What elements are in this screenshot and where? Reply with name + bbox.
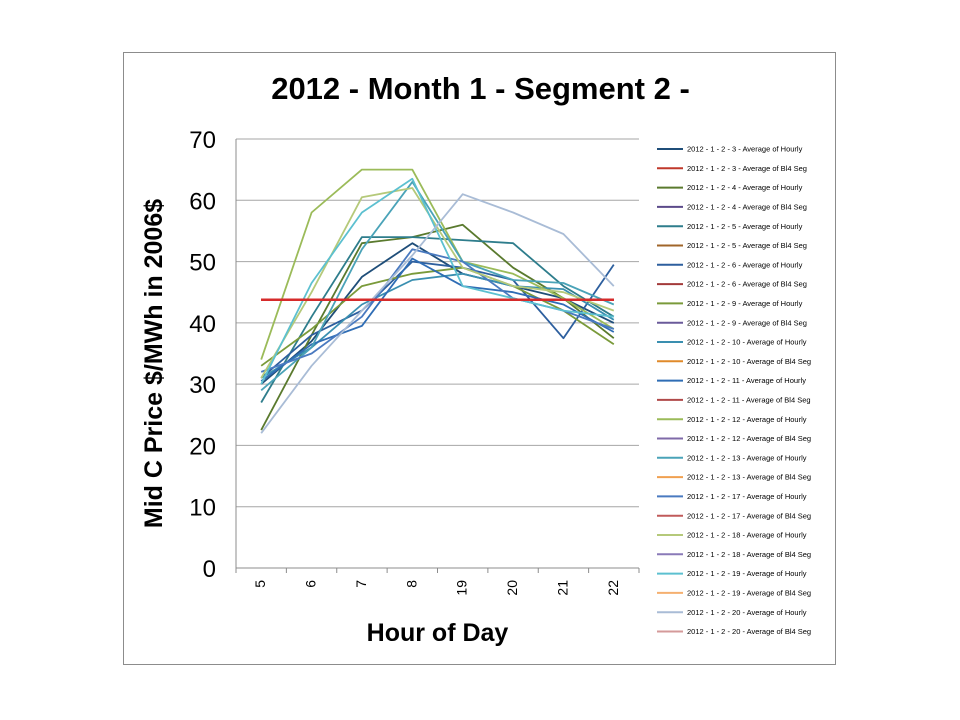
legend-entry: 2012 - 1 - 2 - 10 - Average of Hourly: [687, 338, 807, 347]
legend-entry: 2012 - 1 - 2 - 19 - Average of Hourly: [687, 569, 807, 578]
legend-entry: 2012 - 1 - 2 - 17 - Average of Hourly: [687, 492, 807, 501]
x-tick-label: 6: [303, 580, 319, 588]
chart-title: 2012 - Month 1 - Segment 2 -: [271, 71, 690, 106]
series-line-15: [260, 168, 615, 360]
y-tick-label: 60: [189, 188, 216, 215]
series-line-17: [260, 180, 615, 391]
series-line-23: [260, 177, 614, 385]
legend-entry: 2012 - 1 - 2 - 19 - Average of Bl4 Seg: [687, 589, 811, 598]
x-tick-label: 5: [252, 580, 268, 588]
legend-entry: 2012 - 1 - 2 - 17 - Average of Bl4 Seg: [687, 511, 811, 520]
y-tick-label: 50: [189, 250, 216, 277]
legend-entry: 2012 - 1 - 2 - 11 - Average of Hourly: [687, 376, 806, 385]
chart-svg: 0 10 20 30 40 50 60 70 5 6 7 8 19 20 21 22 Hour of Day Mi…: [140, 127, 811, 647]
legend-entry: 2012 - 1 - 2 - 10 - Average of Bl4 Seg: [687, 357, 811, 366]
legend-entry: 2012 - 1 - 2 - 6 - Average of Bl4 Seg: [687, 280, 807, 289]
legend-entry: 2012 - 1 - 2 - 9 - Average of Hourly: [687, 299, 803, 308]
x-tick-label: 22: [605, 580, 621, 596]
series-line-25: [260, 193, 615, 434]
legend-entry: 2012 - 1 - 2 - 4 - Average of Bl4 Seg: [687, 203, 807, 212]
x-tick-label: 21: [554, 580, 570, 596]
legend-entry: 2012 - 1 - 2 - 6 - Average of Hourly: [687, 260, 803, 269]
legend-entry: 2012 - 1 - 2 - 13 - Average of Bl4 Seg: [687, 473, 811, 482]
legend-entry: 2012 - 1 - 2 - 20 - Average of Bl4 Seg: [687, 627, 811, 636]
y-tick-label: 40: [189, 311, 216, 338]
y-tick-label: 10: [189, 495, 216, 522]
y-tick-label: 70: [189, 127, 216, 154]
legend-entry: 2012 - 1 - 2 - 18 - Average of Bl4 Seg: [687, 550, 811, 559]
x-tick-label: 19: [454, 580, 470, 596]
legend-entry: 2012 - 1 - 2 - 11 - Average of Bl4 Seg: [687, 396, 811, 405]
series-line-21: [260, 187, 615, 379]
chart-frame: 2012 - Month 1 - Segment 2 - 0 10 20 30 40 50…: [123, 52, 836, 665]
x-axis-title: Hour of Day: [367, 619, 509, 647]
x-tick-label: 7: [353, 580, 369, 588]
legend-entry: 2012 - 1 - 2 - 5 - Average of Hourly: [687, 222, 803, 231]
x-tick-label: 20: [504, 580, 520, 596]
legend-entry: 2012 - 1 - 2 - 13 - Average of Hourly: [687, 453, 807, 462]
series-line-5: [260, 236, 615, 403]
legend-entry: 2012 - 1 - 2 - 4 - Average of Hourly: [687, 183, 803, 192]
legend-entry: 2012 - 1 - 2 - 20 - Average of Hourly: [687, 608, 807, 617]
y-tick-label: 30: [189, 372, 216, 399]
x-tick-label: 8: [403, 580, 419, 588]
legend-entry: 2012 - 1 - 2 - 9 - Average of Bl4 Seg: [687, 318, 807, 327]
series-line-11: [260, 272, 615, 379]
y-tick-label: 20: [189, 433, 216, 460]
legend-entry: 2012 - 1 - 2 - 12 - Average of Hourly: [687, 415, 807, 424]
legend-entry: 2012 - 1 - 2 - 5 - Average of Bl4 Seg: [687, 241, 807, 250]
series-line-13: [260, 257, 615, 382]
y-tick-label: 0: [203, 556, 216, 583]
series-line-9: [260, 266, 615, 367]
legend-entry: 2012 - 1 - 2 - 3 - Average of Bl4 Seg: [687, 164, 807, 173]
legend-entry: 2012 - 1 - 2 - 3 - Average of Hourly: [687, 145, 803, 154]
y-axis-title: Mid C Price $/MWh in 2006$: [140, 199, 168, 528]
legend-entry: 2012 - 1 - 2 - 18 - Average of Hourly: [687, 531, 807, 540]
legend-entry: 2012 - 1 - 2 - 12 - Average of Bl4 Seg: [687, 434, 811, 443]
